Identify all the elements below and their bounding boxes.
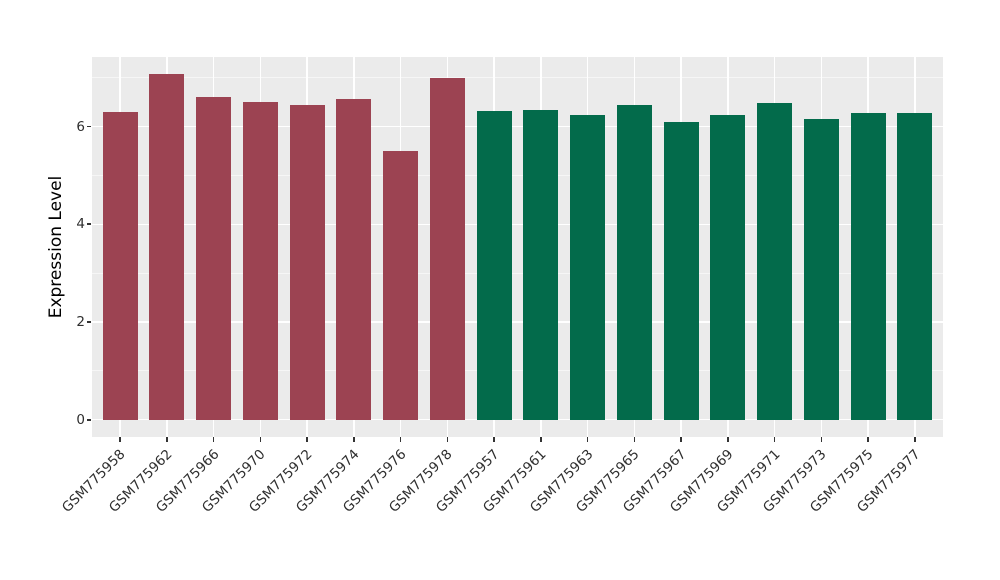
x-axis-tick (540, 437, 542, 442)
plot-panel (92, 57, 943, 437)
x-axis-tick (727, 437, 729, 442)
x-axis-tick (493, 437, 495, 442)
x-axis-tick (586, 437, 589, 442)
bar-GSM775970 (242, 101, 278, 420)
gridline-major (92, 419, 943, 421)
gridline-major (92, 223, 943, 225)
x-axis-tick (212, 437, 215, 442)
y-axis-tick (87, 125, 91, 128)
y-tick-label: 4 (76, 216, 85, 233)
bar-GSM775977 (897, 112, 933, 420)
x-axis-tick (399, 437, 402, 442)
gridline-major (92, 125, 943, 128)
x-axis-tick (306, 437, 308, 442)
bar-GSM775971 (757, 103, 793, 420)
bar-GSM775976 (383, 151, 419, 420)
gridline-minor (92, 272, 943, 274)
bar-GSM775972 (289, 105, 325, 420)
x-axis-tick (914, 437, 916, 442)
gridline-minor (92, 370, 943, 372)
x-axis-tick (259, 437, 262, 442)
bar-GSM775975 (850, 112, 886, 420)
bar-GSM775966 (196, 96, 232, 420)
x-axis-tick (773, 437, 776, 442)
y-tick-label: 6 (76, 118, 85, 135)
bar-GSM775974 (336, 99, 372, 420)
bar-GSM775978 (429, 77, 465, 420)
x-axis-tick (353, 437, 355, 442)
x-axis-tick (820, 437, 823, 442)
gridline-major (92, 321, 943, 323)
bar-GSM775957 (476, 111, 512, 420)
bar-GSM775965 (616, 105, 652, 420)
x-axis-tick (119, 437, 121, 442)
bar-GSM775967 (663, 122, 699, 420)
bar-GSM775958 (102, 111, 138, 420)
x-axis-tick (166, 437, 168, 442)
x-axis-tick (867, 437, 869, 442)
y-axis-tick (87, 321, 91, 323)
y-axis-title: Expression Level (46, 175, 66, 319)
y-axis-tick (87, 223, 91, 226)
y-axis-tick (87, 418, 91, 421)
x-axis-tick (680, 437, 682, 442)
x-axis-tick (633, 437, 636, 442)
bar-GSM775961 (523, 109, 559, 420)
bar-GSM775962 (149, 74, 185, 420)
y-tick-label: 0 (76, 411, 85, 428)
gridline-minor (92, 77, 943, 79)
gridline-minor (92, 174, 943, 176)
y-tick-label: 2 (76, 314, 85, 330)
x-axis-tick (446, 437, 449, 442)
bar-GSM775973 (803, 118, 839, 420)
bar-GSM775969 (710, 115, 746, 420)
bar-GSM775963 (570, 115, 606, 420)
